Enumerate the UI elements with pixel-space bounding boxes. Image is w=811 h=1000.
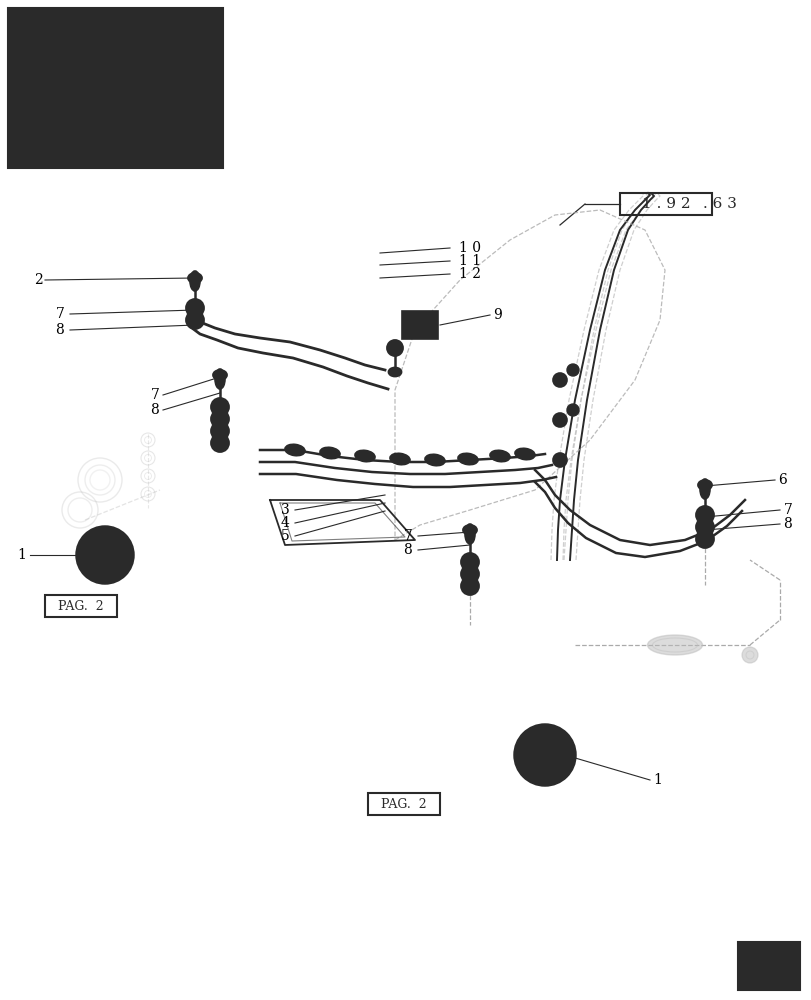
Ellipse shape [389,453,410,465]
Bar [620,193,711,215]
Text: 2: 2 [33,273,42,287]
Circle shape [552,413,566,427]
Ellipse shape [646,635,702,655]
Bar [367,793,440,815]
Text: 1 . 9 2: 1 . 9 2 [641,197,689,211]
Text: 4: 4 [281,516,289,530]
Ellipse shape [699,479,709,499]
Circle shape [211,434,229,452]
Circle shape [552,453,566,467]
Circle shape [514,725,574,785]
Circle shape [695,506,713,524]
Bar [106,83,122,95]
Ellipse shape [490,450,509,462]
Text: 1: 1 [653,773,662,787]
Ellipse shape [108,85,127,101]
Ellipse shape [104,82,131,104]
Text: 7: 7 [403,529,412,543]
Ellipse shape [697,480,711,490]
Bar [401,311,437,339]
Circle shape [211,398,229,416]
Ellipse shape [514,448,534,460]
Circle shape [182,109,194,121]
Ellipse shape [285,444,305,456]
Text: 8: 8 [150,403,159,417]
Circle shape [695,518,713,536]
Circle shape [461,577,478,595]
Ellipse shape [388,367,401,376]
Text: 1: 1 [18,548,27,562]
Bar [737,942,799,990]
Circle shape [77,527,133,583]
Ellipse shape [465,524,474,544]
Circle shape [461,565,478,583]
Circle shape [30,88,54,112]
Circle shape [113,71,122,81]
Circle shape [186,311,204,329]
Ellipse shape [188,273,202,283]
Text: 8: 8 [403,543,412,557]
Bar [407,317,418,333]
Text: 7: 7 [150,388,159,402]
Circle shape [35,93,49,107]
Circle shape [24,82,60,118]
Text: PAG.  2: PAG. 2 [380,797,427,810]
Text: 1 1: 1 1 [458,254,480,268]
Bar [8,8,223,168]
Text: 3: 3 [281,503,289,517]
Ellipse shape [212,370,227,380]
Circle shape [211,422,229,440]
Text: . 6 3: . 6 3 [702,197,736,211]
Text: 1 2: 1 2 [458,267,480,281]
Circle shape [16,74,68,126]
Text: 1 0: 1 0 [458,241,480,255]
Circle shape [186,299,204,317]
Text: 5: 5 [281,529,289,543]
Text: 7: 7 [55,307,64,321]
Polygon shape [742,948,794,985]
Circle shape [165,93,210,137]
Circle shape [178,105,198,125]
Text: 7: 7 [783,503,792,517]
Circle shape [387,340,402,356]
Circle shape [211,410,229,428]
Ellipse shape [457,453,478,465]
Ellipse shape [190,271,200,291]
Circle shape [552,373,566,387]
Text: PAG.  2: PAG. 2 [58,599,104,612]
Circle shape [461,553,478,571]
Polygon shape [37,92,193,123]
Text: 8: 8 [783,517,792,531]
Circle shape [566,404,578,416]
Text: 9: 9 [493,308,502,322]
Ellipse shape [462,525,476,535]
Text: 8: 8 [56,323,64,337]
Circle shape [566,364,578,376]
Ellipse shape [424,454,444,466]
Ellipse shape [215,369,225,389]
Circle shape [741,647,757,663]
Circle shape [695,530,713,548]
Ellipse shape [320,447,340,459]
Bar [45,595,117,617]
Ellipse shape [354,450,375,462]
Text: 6: 6 [778,473,787,487]
Circle shape [173,100,203,130]
